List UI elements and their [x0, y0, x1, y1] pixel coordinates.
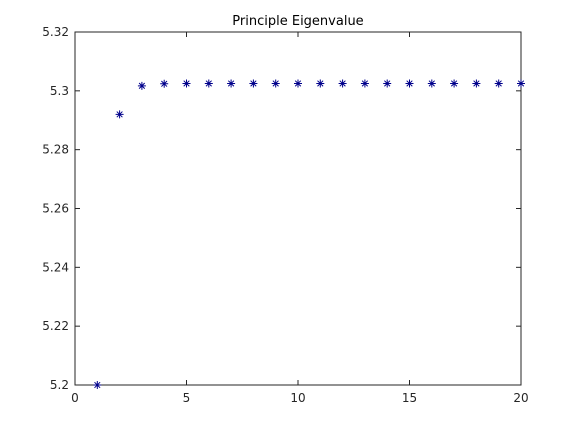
y-tick-label: 5.3 [50, 84, 69, 98]
data-point [338, 79, 347, 88]
y-tick-label: 5.22 [42, 319, 69, 333]
data-point [160, 79, 169, 88]
data-point [360, 79, 369, 88]
data-point [405, 79, 414, 88]
y-tick-label: 5.24 [42, 260, 69, 274]
data-point [227, 79, 236, 88]
data-point [137, 81, 146, 90]
data-point [450, 79, 459, 88]
data-point [383, 79, 392, 88]
data-point [472, 79, 481, 88]
data-point [271, 79, 280, 88]
chart-title: Principle Eigenvalue [232, 14, 363, 29]
data-point [294, 79, 302, 88]
axis-ticks [74, 31, 522, 386]
y-tick-label: 5.32 [42, 25, 69, 39]
data-points [93, 79, 525, 389]
data-point [316, 79, 325, 88]
data-point [204, 79, 213, 88]
data-point [182, 79, 191, 88]
x-tick-label: 15 [402, 391, 417, 405]
y-tick-label: 5.26 [42, 202, 69, 216]
data-point [93, 381, 102, 389]
y-tick-label: 5.28 [42, 143, 69, 157]
data-point [115, 110, 124, 119]
plot-area [74, 31, 522, 386]
data-point [427, 79, 436, 88]
data-point [249, 79, 258, 88]
x-tick-label: 20 [513, 391, 528, 405]
x-tick-label: 5 [183, 391, 191, 405]
data-point [517, 79, 525, 88]
data-point [494, 79, 503, 88]
x-tick-label: 0 [71, 391, 79, 405]
x-tick-label: 10 [290, 391, 305, 405]
y-tick-label: 5.2 [50, 378, 69, 392]
tick-labels: 0 5 10 15 20 5.2 5.22 5.24 5.26 5.28 5.3 5.32 [42, 25, 528, 405]
